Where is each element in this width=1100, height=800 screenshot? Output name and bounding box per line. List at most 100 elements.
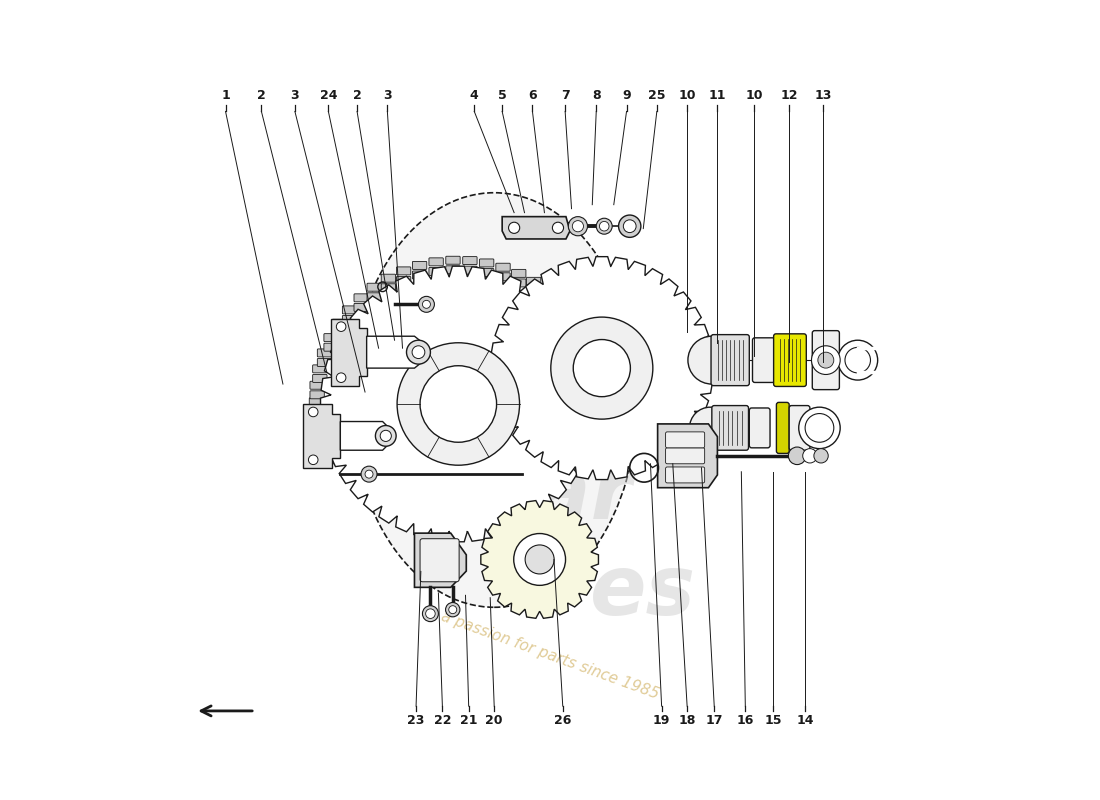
Text: 26: 26 xyxy=(554,714,571,727)
FancyBboxPatch shape xyxy=(564,310,579,318)
FancyBboxPatch shape xyxy=(396,277,410,285)
Circle shape xyxy=(572,221,583,232)
FancyBboxPatch shape xyxy=(323,334,339,342)
FancyBboxPatch shape xyxy=(367,283,382,291)
Text: 24: 24 xyxy=(320,89,337,102)
FancyBboxPatch shape xyxy=(463,257,477,265)
FancyBboxPatch shape xyxy=(429,267,443,275)
FancyBboxPatch shape xyxy=(319,456,333,464)
Text: 8: 8 xyxy=(592,89,601,102)
FancyBboxPatch shape xyxy=(496,263,510,271)
FancyBboxPatch shape xyxy=(463,266,477,274)
Text: 19: 19 xyxy=(653,714,670,727)
Circle shape xyxy=(596,218,613,234)
FancyBboxPatch shape xyxy=(342,306,356,314)
Circle shape xyxy=(514,534,565,586)
Text: 5: 5 xyxy=(498,89,506,102)
Circle shape xyxy=(508,222,519,234)
Circle shape xyxy=(690,407,732,449)
FancyBboxPatch shape xyxy=(480,259,494,267)
Text: 3: 3 xyxy=(383,89,392,102)
FancyBboxPatch shape xyxy=(367,293,382,301)
Circle shape xyxy=(446,602,460,617)
FancyBboxPatch shape xyxy=(312,365,327,373)
Circle shape xyxy=(789,447,806,465)
FancyBboxPatch shape xyxy=(552,298,568,306)
FancyBboxPatch shape xyxy=(429,258,443,266)
Circle shape xyxy=(838,340,878,380)
FancyBboxPatch shape xyxy=(552,308,568,316)
Text: 21: 21 xyxy=(460,714,477,727)
FancyBboxPatch shape xyxy=(812,330,839,390)
Text: 23: 23 xyxy=(407,714,425,727)
FancyBboxPatch shape xyxy=(310,391,324,398)
FancyBboxPatch shape xyxy=(412,262,427,270)
Circle shape xyxy=(799,407,840,449)
Circle shape xyxy=(803,449,817,463)
FancyBboxPatch shape xyxy=(354,294,368,302)
FancyBboxPatch shape xyxy=(527,287,541,295)
Circle shape xyxy=(552,222,563,234)
Circle shape xyxy=(499,266,704,470)
Text: 15: 15 xyxy=(764,714,782,727)
Text: 25: 25 xyxy=(648,89,666,102)
FancyBboxPatch shape xyxy=(309,398,323,406)
Polygon shape xyxy=(481,501,598,618)
Polygon shape xyxy=(302,404,340,468)
Text: 16: 16 xyxy=(737,714,754,727)
Circle shape xyxy=(814,449,828,463)
FancyBboxPatch shape xyxy=(480,269,494,277)
Text: 12: 12 xyxy=(780,89,798,102)
FancyBboxPatch shape xyxy=(317,349,332,357)
FancyBboxPatch shape xyxy=(309,407,323,415)
Text: 4: 4 xyxy=(470,89,478,102)
FancyBboxPatch shape xyxy=(573,325,587,332)
FancyBboxPatch shape xyxy=(446,256,460,264)
FancyBboxPatch shape xyxy=(310,424,324,432)
FancyBboxPatch shape xyxy=(527,278,541,286)
FancyBboxPatch shape xyxy=(496,273,510,281)
FancyBboxPatch shape xyxy=(314,440,328,448)
FancyBboxPatch shape xyxy=(749,408,770,448)
Circle shape xyxy=(600,222,609,231)
FancyBboxPatch shape xyxy=(317,358,332,366)
FancyBboxPatch shape xyxy=(666,432,705,448)
Polygon shape xyxy=(658,424,717,488)
Text: 2: 2 xyxy=(353,89,362,102)
Text: 18: 18 xyxy=(679,714,696,727)
Circle shape xyxy=(525,545,554,574)
Text: 13: 13 xyxy=(815,89,832,102)
Polygon shape xyxy=(503,217,570,239)
Text: es: es xyxy=(590,551,696,632)
FancyBboxPatch shape xyxy=(540,297,554,305)
FancyBboxPatch shape xyxy=(540,287,554,295)
FancyBboxPatch shape xyxy=(382,274,396,282)
Ellipse shape xyxy=(351,193,638,607)
Circle shape xyxy=(337,322,345,331)
Circle shape xyxy=(375,426,396,446)
FancyBboxPatch shape xyxy=(666,467,705,483)
FancyBboxPatch shape xyxy=(512,279,526,287)
Text: 6: 6 xyxy=(528,89,537,102)
Circle shape xyxy=(551,317,652,419)
FancyBboxPatch shape xyxy=(666,448,705,464)
Circle shape xyxy=(418,296,434,312)
FancyBboxPatch shape xyxy=(789,406,810,450)
Text: 20: 20 xyxy=(485,714,503,727)
Circle shape xyxy=(618,215,641,238)
FancyBboxPatch shape xyxy=(412,271,427,279)
Circle shape xyxy=(818,352,834,368)
Text: 10: 10 xyxy=(679,89,696,102)
FancyBboxPatch shape xyxy=(446,266,460,274)
Polygon shape xyxy=(366,336,422,368)
Circle shape xyxy=(688,336,736,384)
FancyBboxPatch shape xyxy=(420,538,459,582)
FancyBboxPatch shape xyxy=(312,374,327,382)
FancyBboxPatch shape xyxy=(396,267,410,275)
FancyBboxPatch shape xyxy=(573,334,587,342)
Polygon shape xyxy=(415,533,466,587)
Text: 3: 3 xyxy=(290,89,299,102)
Text: 9: 9 xyxy=(623,89,630,102)
Polygon shape xyxy=(320,266,596,542)
Circle shape xyxy=(624,220,636,233)
